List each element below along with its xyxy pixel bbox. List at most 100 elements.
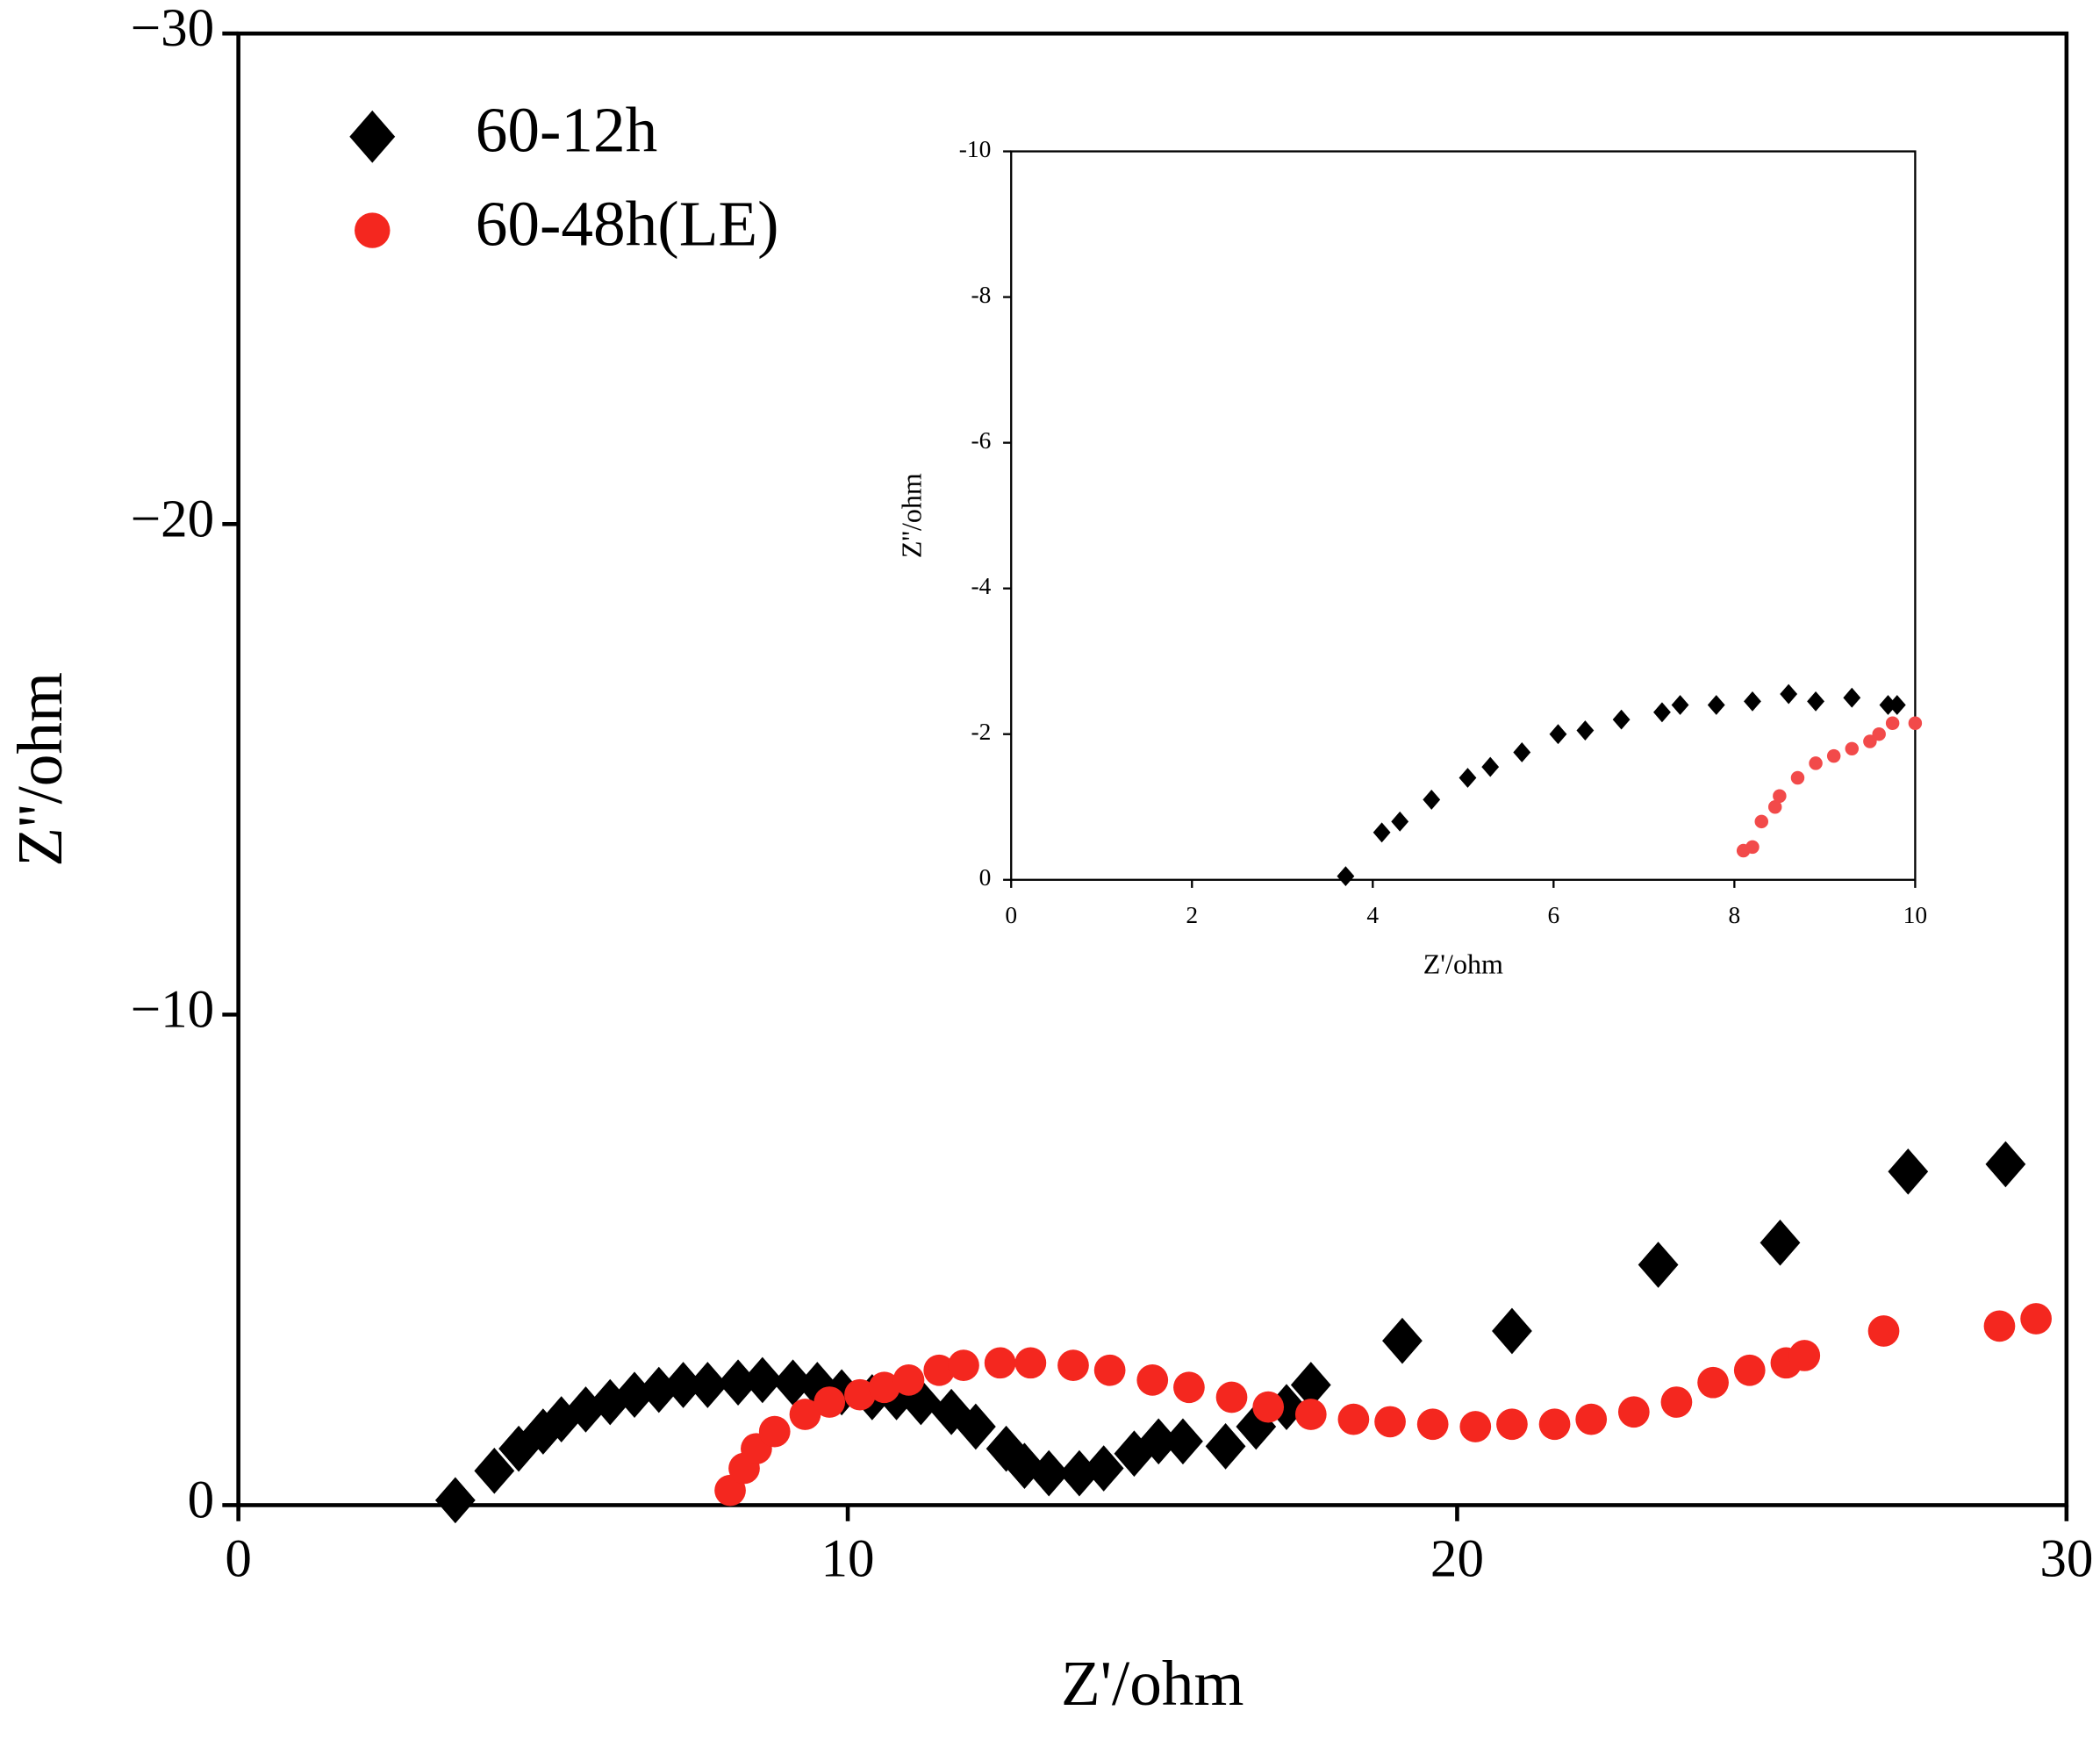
- data-point: [1173, 1371, 1205, 1404]
- data-point: [789, 1399, 821, 1430]
- data-point: [1294, 1399, 1327, 1430]
- y-tick-label: -4: [971, 573, 991, 599]
- data-point: [1083, 1445, 1124, 1492]
- y-tick-label: -8: [971, 282, 991, 308]
- x-tick-label: 20: [1430, 1530, 1484, 1589]
- data-point: [1492, 1307, 1532, 1355]
- data-point: [1885, 716, 1900, 730]
- data-point: [1093, 1354, 1126, 1386]
- x-tick-label: 8: [1728, 902, 1740, 928]
- data-point: [1617, 1396, 1650, 1428]
- data-point: [844, 1378, 876, 1411]
- data-point: [718, 1359, 758, 1406]
- data-point: [1807, 691, 1824, 712]
- series: [1736, 716, 1923, 858]
- data-point: [1780, 683, 1798, 705]
- data-point: [1163, 1418, 1203, 1465]
- series: [714, 1303, 2052, 1506]
- data-point: [1513, 742, 1531, 762]
- data-point: [1754, 814, 1769, 829]
- y-tick-label: −20: [131, 490, 214, 548]
- data-point: [1549, 724, 1567, 745]
- data-point: [1252, 1391, 1285, 1423]
- data-point: [1416, 1408, 1449, 1441]
- x-axis-label: Z'/ohm: [1061, 1648, 1244, 1719]
- data-point: [1733, 1354, 1766, 1386]
- x-tick-label: 10: [1903, 902, 1927, 928]
- data-point: [1745, 840, 1760, 855]
- data-point: [1707, 695, 1725, 715]
- plot: 0 10 20 300−10−20−30Z'/ohmZ''/ohm60-12h60-4…: [4, 0, 2093, 1719]
- data-point: [984, 1347, 1016, 1379]
- data-point: [1481, 756, 1500, 777]
- data-point: [1638, 1242, 1679, 1288]
- data-point: [1459, 1411, 1492, 1442]
- data-point: [1215, 1381, 1248, 1413]
- data-point: [1660, 1386, 1693, 1418]
- x-tick-label: 4: [1366, 902, 1379, 928]
- data-point: [1872, 726, 1886, 741]
- y-axis-label: Z''/ohm: [4, 672, 75, 867]
- data-point: [1985, 1141, 2026, 1188]
- data-point: [1767, 799, 1782, 814]
- legend-marker: [349, 110, 396, 163]
- y-tick-label: -10: [959, 136, 992, 162]
- y-tick-label: 0: [979, 864, 992, 891]
- data-point: [1538, 1408, 1571, 1441]
- data-point: [1845, 741, 1860, 756]
- x-tick-label: 6: [1547, 902, 1559, 928]
- data-point: [1423, 790, 1441, 810]
- data-point: [1843, 687, 1861, 708]
- data-point: [1391, 811, 1409, 832]
- data-point: [1575, 1403, 1608, 1435]
- data-point: [1908, 716, 1923, 730]
- data-point: [1863, 734, 1877, 748]
- data-point: [1888, 695, 1906, 715]
- plot: 0 2 4 6 8 10 0 -2 -4 -6 -8 -10 Z'/ohm Z''/ohm: [896, 136, 1927, 979]
- y-tick-label: −10: [131, 980, 214, 1039]
- data-point: [2020, 1303, 2052, 1335]
- data-point: [1014, 1347, 1047, 1379]
- plot-frame: [236, 31, 2069, 1507]
- data-point: [1671, 695, 1689, 715]
- data-point: [1788, 1340, 1821, 1371]
- x-axis-label: Z'/ohm: [1423, 948, 1503, 979]
- data-point: [1337, 1403, 1370, 1435]
- data-point: [1136, 1364, 1169, 1396]
- legend-label: 60-12h: [476, 95, 658, 166]
- data-point: [923, 1354, 956, 1386]
- data-point: [742, 1356, 783, 1404]
- data-point: [1983, 1310, 2016, 1342]
- data-point: [1382, 1317, 1423, 1364]
- data-point: [1773, 789, 1787, 804]
- data-point: [1653, 702, 1671, 723]
- data-point: [687, 1362, 728, 1408]
- data-point: [948, 1349, 979, 1381]
- data-point: [772, 1359, 813, 1406]
- data-point: [892, 1364, 925, 1396]
- series: [1337, 683, 1906, 887]
- x-tick-label: 10: [821, 1530, 875, 1589]
- y-tick-label: −30: [131, 0, 214, 58]
- legend: 60-12h 60-48h(LE): [349, 95, 779, 259]
- data-point: [1496, 1408, 1528, 1441]
- x-tick-label: 0: [1005, 902, 1017, 928]
- y-axis-label: Z''/ohm: [896, 473, 928, 558]
- data-point: [1612, 709, 1631, 730]
- data-point: [1057, 1349, 1089, 1381]
- data-point: [1867, 1315, 1900, 1347]
- series: [434, 1141, 2026, 1524]
- data-point: [474, 1448, 515, 1494]
- x-tick-label: 2: [1186, 902, 1198, 928]
- data-point: [868, 1371, 900, 1404]
- data-point: [1760, 1220, 1801, 1266]
- data-point: [1697, 1366, 1729, 1399]
- data-point: [1809, 756, 1823, 770]
- legend-marker: [355, 212, 391, 248]
- data-point: [1576, 720, 1595, 741]
- data-point: [1374, 1406, 1406, 1438]
- plot-frame: [1010, 150, 1917, 881]
- y-tick-label: 0: [188, 1471, 215, 1529]
- x-tick-label: 0: [225, 1530, 252, 1589]
